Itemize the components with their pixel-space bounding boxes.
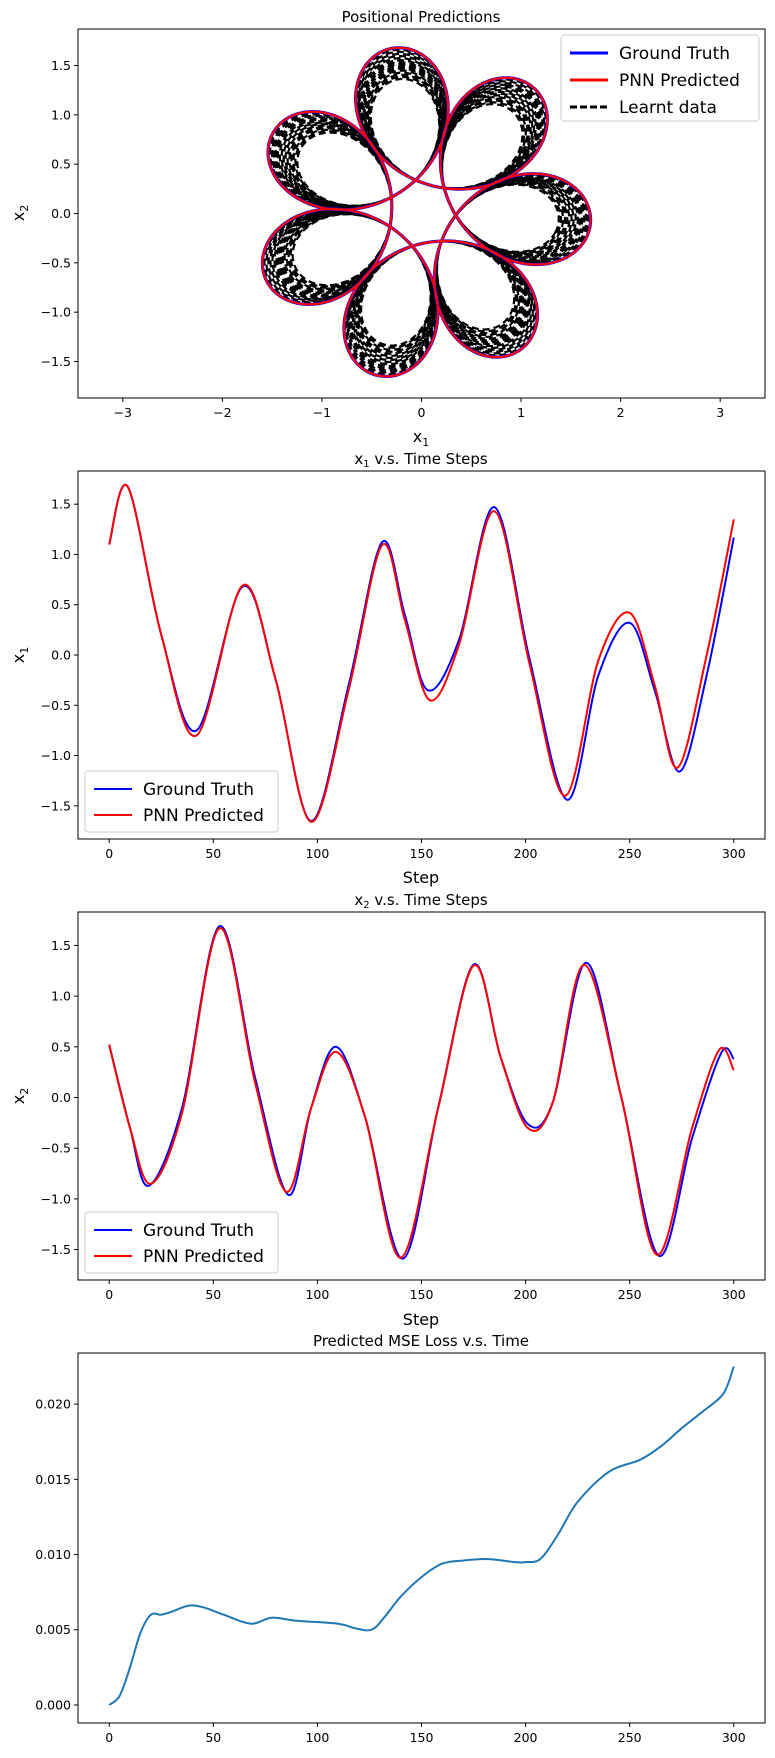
chart-x2-time-steps: x2 v.s. Time Steps 0 50 100 150 200 250 300 −1.… xyxy=(9,891,766,1329)
x-axis-label: x1 xyxy=(413,427,429,449)
tick-group: 0 50 100 150 200 250 300 −1.5 −1.0 −0.5 0.0 0.5 1.0 1… xyxy=(41,938,746,1302)
legend-label: PNN Predicted xyxy=(143,1247,264,1267)
x-tick-label: 0 xyxy=(105,1730,113,1745)
x-tick-label: 300 xyxy=(722,1287,746,1302)
legend-box xyxy=(560,34,760,122)
x-tick-label: 300 xyxy=(722,846,746,861)
y-tick-label: 1.0 xyxy=(51,107,71,122)
y-axis-label: x1 xyxy=(9,647,31,663)
y-tick-label: 1.0 xyxy=(51,547,71,562)
x-tick-label: 0 xyxy=(105,1287,113,1302)
y-tick-label: −1.0 xyxy=(41,748,71,763)
x-tick-label: 150 xyxy=(410,1730,434,1745)
legend-label: PNN Predicted xyxy=(143,806,264,826)
x-axis-label: Step xyxy=(403,1310,439,1329)
legend: Ground Truth PNN Predicted xyxy=(84,770,279,833)
x-tick-label: 150 xyxy=(410,846,434,861)
chart-positional-predictions: Positional Predictions −3 −2 −1 0 1 2 3 −1.5 −1.… xyxy=(9,8,766,449)
chart-title: Positional Predictions xyxy=(342,8,501,26)
plot-area xyxy=(108,925,735,1260)
plot-area xyxy=(108,483,735,823)
x-tick-label: 1 xyxy=(517,405,525,420)
x-tick-label: 3 xyxy=(716,405,724,420)
tick-group: 0 50 100 150 200 250 300 0.000 0.005 0.010 0.015 0.… xyxy=(35,1397,746,1745)
legend-label: Ground Truth xyxy=(619,44,730,64)
tick-group: −3 −2 −1 0 1 2 3 −1.5 −1.0 −0.5 0.0 0.5 1.0 1.5 xyxy=(41,58,725,420)
y-tick-label: 0.5 xyxy=(51,1039,71,1054)
chart-title: x1 v.s. Time Steps xyxy=(354,450,487,470)
legend-box xyxy=(84,770,279,833)
plot-area xyxy=(108,1366,735,1706)
y-tick-label: 1.5 xyxy=(51,497,71,512)
y-tick-label: 0.015 xyxy=(35,1472,71,1487)
x-tick-label: 200 xyxy=(514,1287,538,1302)
x-tick-label: −2 xyxy=(213,405,231,420)
legend-label: Learnt data xyxy=(619,98,717,118)
y-tick-label: 0.0 xyxy=(51,206,71,221)
x-tick-label: 0 xyxy=(418,405,426,420)
y-tick-label: 1.5 xyxy=(51,938,71,953)
y-tick-label: 0.000 xyxy=(35,1697,71,1712)
x-tick-label: 100 xyxy=(305,1287,329,1302)
x-tick-label: 100 xyxy=(305,1730,329,1745)
series-pnn-predicted-line xyxy=(108,927,735,1259)
chart-x1-time-steps: x1 v.s. Time Steps 0 50 100 150 200 250 300 −1.… xyxy=(9,450,766,887)
legend-label: PNN Predicted xyxy=(619,71,740,91)
chart-title: x2 v.s. Time Steps xyxy=(354,891,487,911)
legend-box xyxy=(84,1211,279,1274)
y-tick-label: 0.005 xyxy=(35,1622,71,1637)
y-tick-label: −1.0 xyxy=(41,1191,71,1206)
y-axis-label: x2 xyxy=(9,205,31,221)
x-tick-label: 250 xyxy=(618,1287,642,1302)
legend: Ground Truth PNN Predicted Learnt data xyxy=(560,34,760,122)
x-tick-label: 200 xyxy=(514,846,538,861)
y-tick-label: 0.5 xyxy=(51,157,71,172)
x-tick-label: 100 xyxy=(305,846,329,861)
x-tick-label: 150 xyxy=(410,1287,434,1302)
x-axis-label: Step xyxy=(403,868,439,887)
y-tick-label: 0.5 xyxy=(51,597,71,612)
y-tick-label: −1.5 xyxy=(41,798,71,813)
tick-group: 0 50 100 150 200 250 300 −1.5 −1.0 −0.5 0.0 0.5 1.0 1… xyxy=(41,497,746,861)
y-axis-label: x2 xyxy=(9,1088,31,1104)
y-tick-label: −1.5 xyxy=(41,354,71,369)
series-pnn-predicted-line xyxy=(108,483,735,823)
legend-label: Ground Truth xyxy=(143,780,254,800)
y-tick-label: −1.0 xyxy=(41,305,71,320)
y-tick-label: −0.5 xyxy=(41,1141,71,1156)
x-tick-label: 200 xyxy=(514,1730,538,1745)
x-tick-label: 50 xyxy=(205,1287,221,1302)
legend: Ground Truth PNN Predicted xyxy=(84,1211,279,1274)
x-tick-label: 250 xyxy=(618,846,642,861)
y-tick-label: −0.5 xyxy=(41,698,71,713)
x-tick-label: −1 xyxy=(313,405,331,420)
x-tick-label: 0 xyxy=(105,846,113,861)
y-tick-label: 1.5 xyxy=(51,58,71,73)
x-tick-label: −3 xyxy=(114,405,132,420)
y-tick-label: 0.010 xyxy=(35,1547,71,1562)
plot-frame xyxy=(77,1352,766,1724)
y-tick-label: 0.020 xyxy=(35,1397,71,1412)
chart-mse-loss: Predicted MSE Loss v.s. Time 0 50 100 150 20… xyxy=(35,1332,766,1745)
x-tick-label: 50 xyxy=(205,1730,221,1745)
chart-title: Predicted MSE Loss v.s. Time xyxy=(313,1332,529,1350)
series-mse-loss-line xyxy=(108,1366,735,1706)
y-tick-label: 0.0 xyxy=(51,648,71,663)
plot-area xyxy=(260,46,593,378)
y-tick-label: −0.5 xyxy=(41,255,71,270)
x-tick-label: 2 xyxy=(617,405,625,420)
x-tick-label: 300 xyxy=(722,1730,746,1745)
series-ground-truth-line xyxy=(108,483,735,822)
x-tick-label: 50 xyxy=(205,846,221,861)
legend-label: Ground Truth xyxy=(143,1221,254,1241)
series-pnn-predicted-line xyxy=(261,46,592,378)
y-tick-label: 0.0 xyxy=(51,1090,71,1105)
x-tick-label: 250 xyxy=(618,1730,642,1745)
y-tick-label: 1.0 xyxy=(51,989,71,1004)
series-ground-truth-line xyxy=(108,925,735,1260)
y-tick-label: −1.5 xyxy=(41,1242,71,1257)
